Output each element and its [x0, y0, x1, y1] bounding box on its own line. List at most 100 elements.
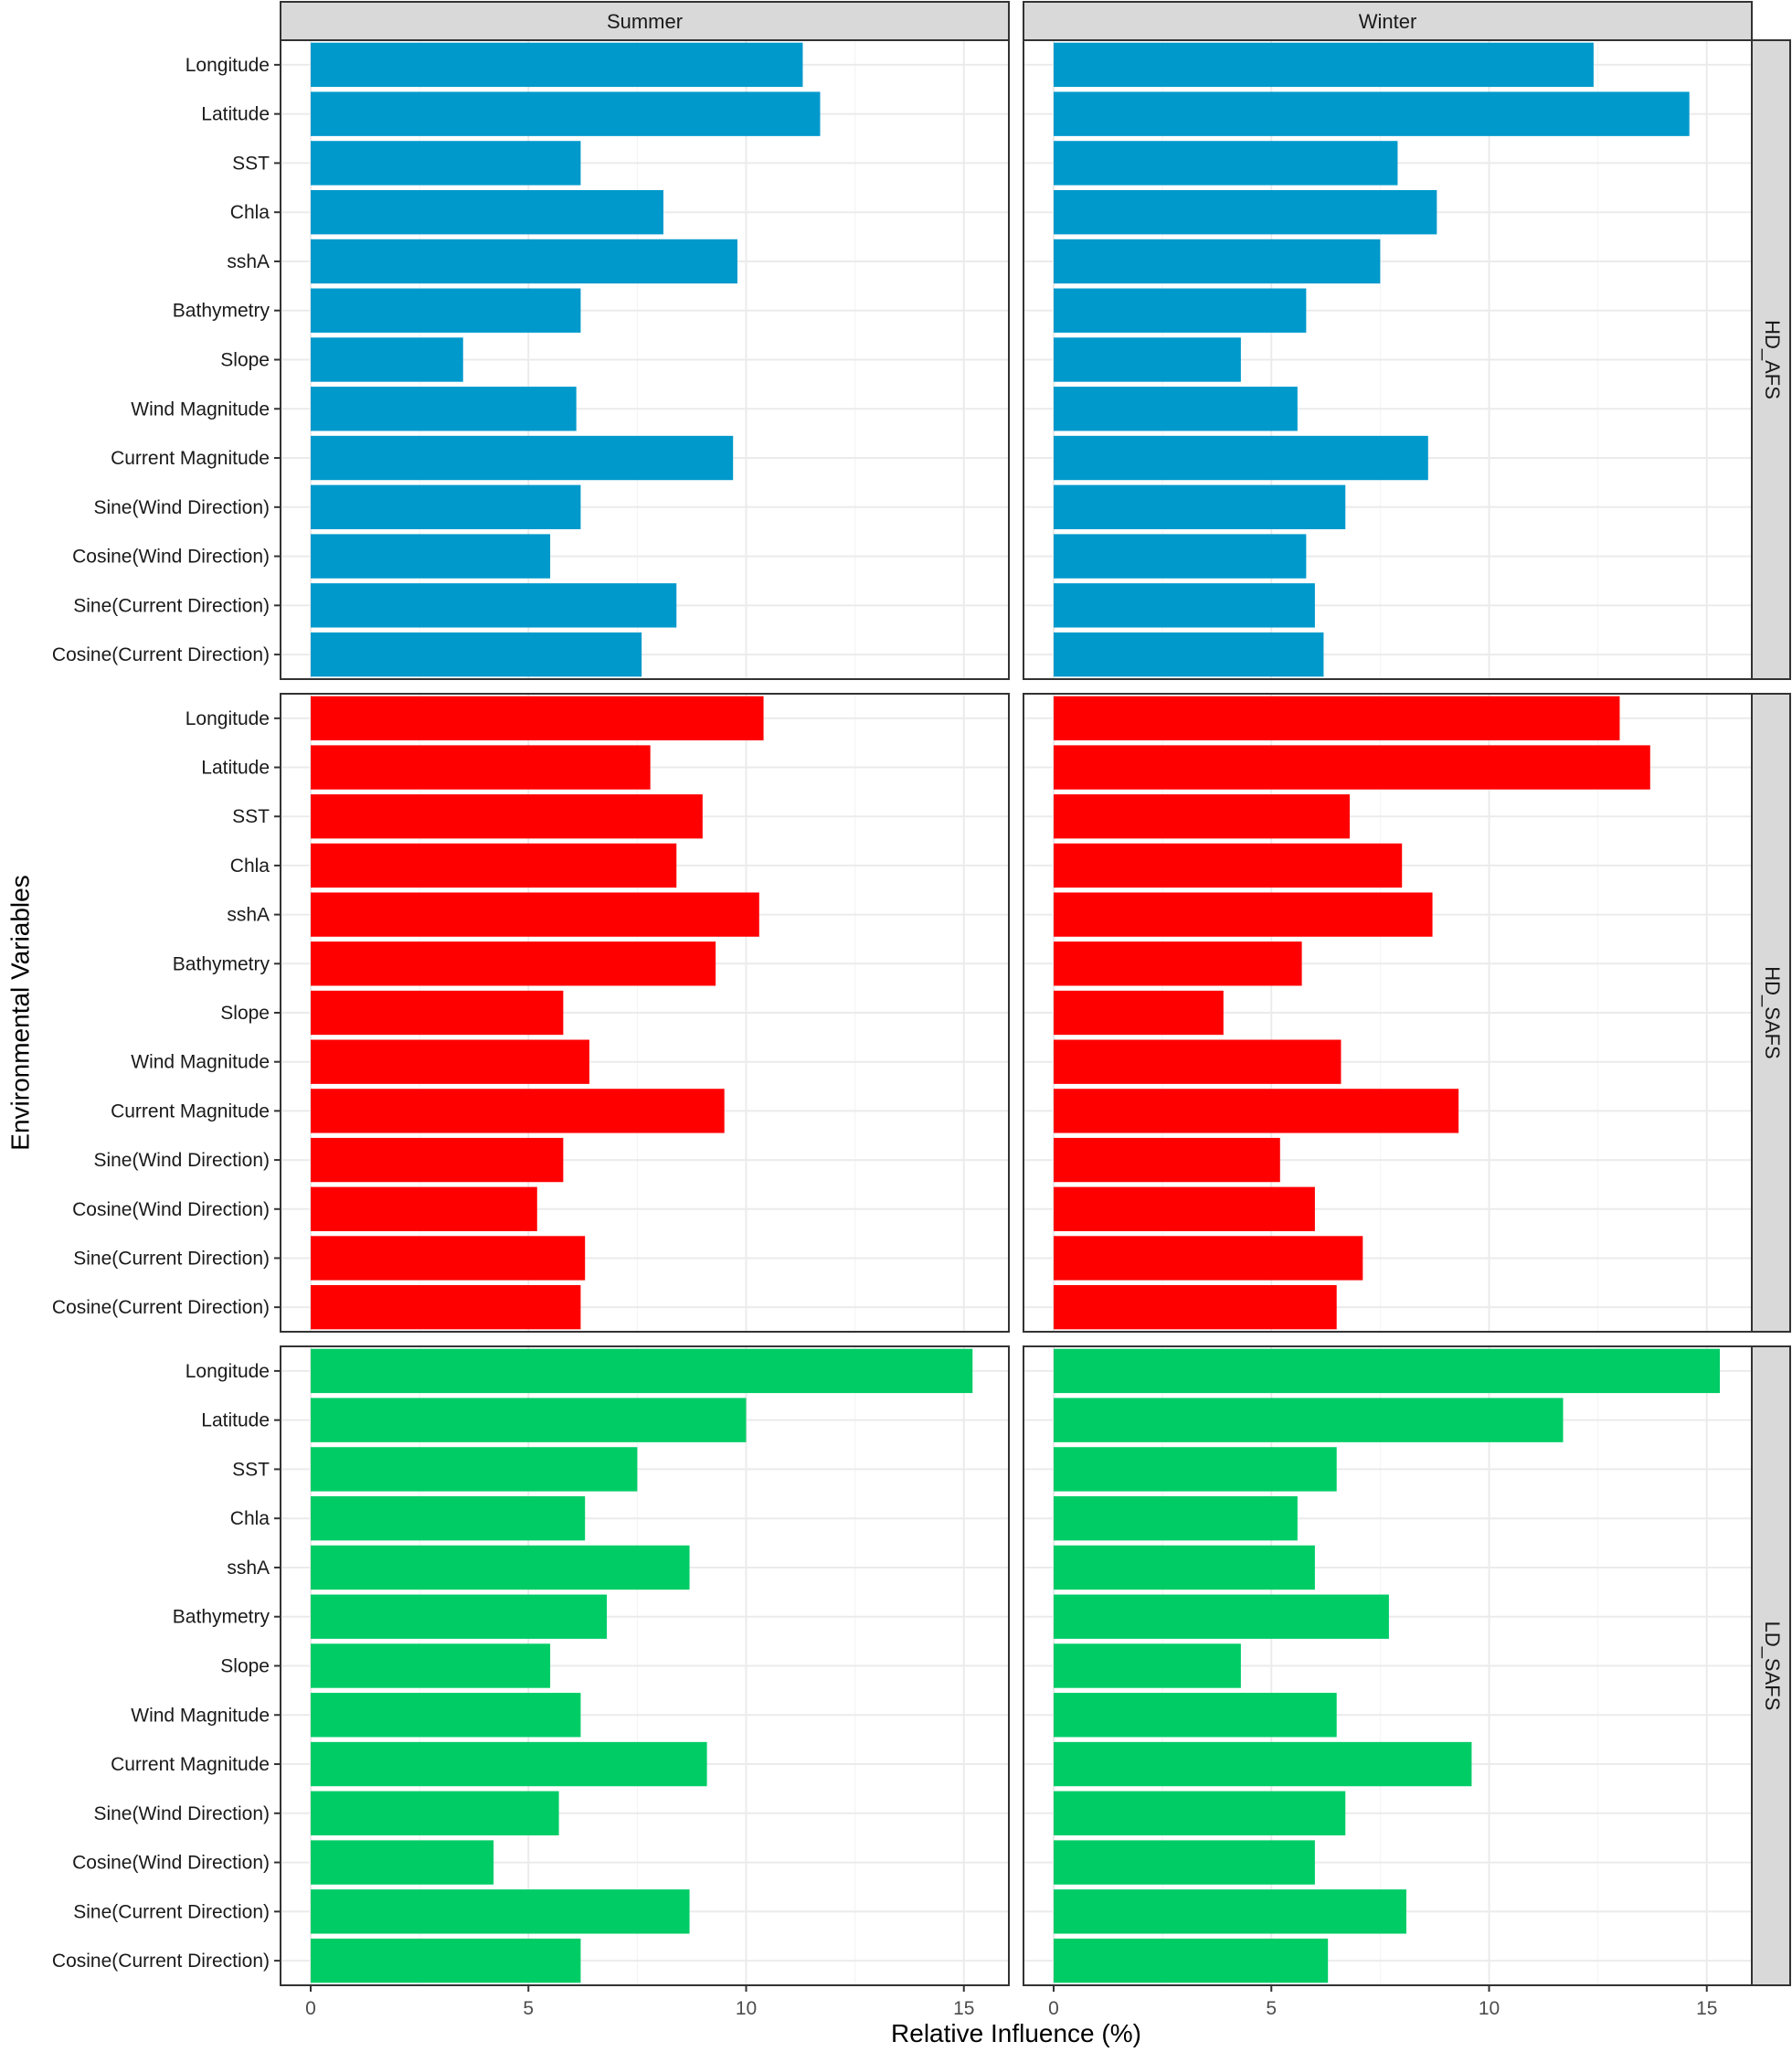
y-tick-label: sshA [227, 1558, 270, 1579]
bar-ld-safs-summer [311, 1594, 608, 1639]
bar-hd-safs-summer [311, 1039, 589, 1084]
y-tick-label: Sine(Wind Direction) [93, 497, 270, 518]
y-tick-label: Longitude [186, 55, 270, 76]
bar-ld-safs-winter [1054, 1398, 1564, 1442]
bar-hd-afs-winter [1054, 42, 1594, 88]
y-tick-label: Current Magnitude [111, 1100, 270, 1122]
bar-ld-safs-winter [1054, 1447, 1337, 1492]
bar-hd-safs-summer [311, 745, 651, 790]
bar-ld-safs-winter [1054, 1348, 1721, 1394]
y-tick-label: Latitude [201, 104, 270, 125]
y-tick-label: sshA [227, 905, 270, 926]
y-tick-label: SST [232, 153, 270, 174]
y-tick-label: Wind Magnitude [131, 399, 270, 420]
y-tick-label: Current Magnitude [111, 448, 270, 469]
bar-hd-afs-summer [311, 387, 577, 431]
x-axis-title: Relative Influence (%) [891, 2019, 1141, 2047]
y-tick-label: Sine(Current Direction) [73, 1901, 270, 1922]
bar-hd-safs-winter [1054, 1284, 1337, 1330]
bar-hd-safs-winter [1054, 1236, 1363, 1281]
y-tick-label: Chla [230, 202, 270, 223]
y-tick-label: Bathymetry [173, 301, 270, 322]
bar-hd-safs-winter [1054, 696, 1620, 741]
y-tick-label: Slope [220, 1656, 270, 1677]
bar-hd-afs-winter [1054, 288, 1307, 333]
bar-ld-safs-summer [311, 1545, 690, 1590]
bar-ld-safs-winter [1054, 1840, 1315, 1885]
bar-hd-afs-winter [1054, 435, 1428, 481]
bar-hd-afs-winter [1054, 583, 1315, 628]
bar-hd-afs-winter [1054, 189, 1437, 235]
bar-hd-safs-summer [311, 1089, 725, 1133]
bar-ld-safs-winter [1054, 1693, 1337, 1738]
bar-hd-safs-summer [311, 1137, 564, 1183]
bar-hd-safs-summer [311, 696, 764, 741]
bar-hd-afs-summer [311, 141, 581, 186]
bar-hd-afs-summer [311, 42, 803, 88]
x-tick-label: 15 [953, 1998, 974, 2019]
bar-ld-safs-winter [1054, 1545, 1315, 1590]
y-tick-label: Sine(Current Direction) [73, 1248, 270, 1269]
bar-hd-afs-summer [311, 337, 463, 382]
y-tick-label: Latitude [201, 1410, 270, 1431]
bar-hd-afs-winter [1054, 534, 1307, 579]
facet-strip-label: HD_AFS [1761, 320, 1784, 399]
facet-strip-label: HD_SAFS [1761, 966, 1784, 1058]
bar-hd-safs-summer [311, 843, 677, 888]
bar-hd-safs-summer [311, 892, 759, 937]
bar-ld-safs-summer [311, 1398, 747, 1442]
panel-border [1023, 1345, 1753, 1986]
bar-hd-afs-summer [311, 534, 551, 579]
x-tick-label: 5 [523, 1998, 534, 2019]
bar-ld-safs-winter [1054, 1594, 1389, 1639]
y-axis-title: Environmental Variables [5, 875, 34, 1150]
y-tick-label: Latitude [201, 758, 270, 779]
bar-hd-safs-winter [1054, 1089, 1459, 1133]
bar-hd-afs-winter [1054, 91, 1690, 136]
y-tick-label: Slope [220, 350, 270, 371]
bar-hd-afs-summer [311, 583, 677, 628]
facet-strip-label: LD_SAFS [1761, 1621, 1784, 1711]
facet-strip-winter [1023, 1, 1753, 41]
y-tick-label: Cosine(Wind Direction) [72, 547, 270, 568]
bar-hd-afs-winter [1054, 632, 1324, 677]
bar-ld-safs-summer [311, 1791, 559, 1836]
y-tick-label: Sine(Wind Direction) [93, 1803, 270, 1824]
bar-hd-safs-winter [1054, 941, 1302, 986]
bar-hd-safs-winter [1054, 1137, 1280, 1183]
x-tick-label: 0 [305, 1998, 316, 2019]
y-tick-label: Current Magnitude [111, 1754, 270, 1775]
bar-hd-safs-summer [311, 941, 716, 986]
bar-hd-afs-summer [311, 632, 642, 677]
bar-hd-afs-winter [1054, 239, 1381, 284]
facet-strip-label: Summer [607, 10, 683, 33]
y-tick-label: Longitude [186, 708, 270, 729]
bar-hd-safs-winter [1054, 745, 1650, 790]
bar-hd-afs-summer [311, 484, 581, 530]
y-tick-label: Cosine(Current Direction) [52, 1297, 270, 1318]
facet-strip-hd-afs [1751, 39, 1791, 680]
bar-hd-afs-summer [311, 288, 581, 333]
bar-ld-safs-winter [1054, 1889, 1406, 1934]
y-tick-label: Longitude [186, 1361, 270, 1382]
bar-hd-safs-summer [311, 1284, 581, 1330]
bar-ld-safs-summer [311, 1840, 494, 1885]
y-tick-label: Cosine(Current Direction) [52, 1951, 270, 1972]
bar-hd-safs-winter [1054, 843, 1403, 888]
y-tick-label: Bathymetry [173, 1607, 270, 1628]
facet-strip-hd-safs [1751, 693, 1791, 1333]
facet-strip-ld-safs [1751, 1345, 1791, 1986]
bar-hd-safs-summer [311, 990, 564, 1036]
y-tick-label: Chla [230, 1508, 270, 1529]
bar-hd-safs-winter [1054, 1039, 1341, 1084]
y-tick-label: sshA [227, 251, 270, 272]
bar-hd-safs-winter [1054, 794, 1351, 839]
y-tick-label: Bathymetry [173, 953, 270, 974]
bar-hd-safs-summer [311, 1186, 537, 1231]
x-tick-label: 10 [1479, 1998, 1500, 2019]
y-tick-label: Cosine(Current Direction) [52, 644, 270, 665]
facet-strip-label: Winter [1359, 10, 1417, 33]
bar-hd-safs-winter [1054, 892, 1433, 937]
bar-hd-afs-summer [311, 91, 821, 136]
